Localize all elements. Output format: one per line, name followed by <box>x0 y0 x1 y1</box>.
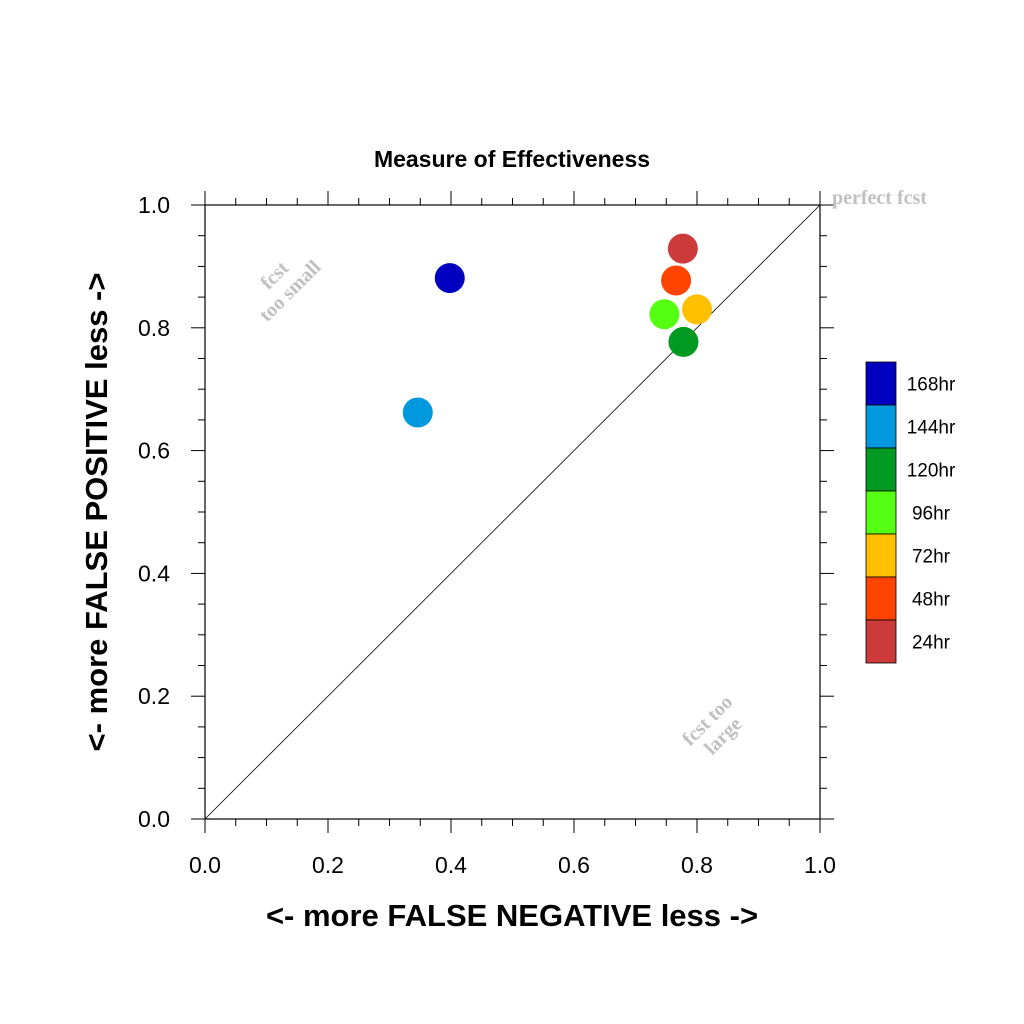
axis-ticks <box>191 191 834 833</box>
legend: 168hr 144hr 120hr 96hr 72hr 48hr 24hr <box>865 361 956 664</box>
legend-swatch-48hr <box>865 576 897 621</box>
y-tick-label: 0.6 <box>138 438 170 464</box>
chart-title: Measure of Effectiveness <box>374 146 650 172</box>
x-tick-label: 0.0 <box>189 852 221 878</box>
x-tick-label: 1.0 <box>804 852 836 878</box>
point-144hr <box>402 397 433 428</box>
perfect-forecast-diagonal <box>204 204 821 820</box>
y-tick-label: 0.8 <box>138 315 170 341</box>
too-small-line2: too small <box>255 256 325 326</box>
x-axis-label: <- more FALSE NEGATIVE less -> <box>266 898 758 933</box>
data-points <box>402 233 712 428</box>
x-tick-label: 0.2 <box>312 852 344 878</box>
y-tick-label: 0.2 <box>138 683 170 709</box>
point-24hr <box>667 233 698 264</box>
y-axis-label: <- more FALSE POSITIVE less -> <box>79 273 114 752</box>
legend-label-144hr: 144hr <box>907 418 956 439</box>
y-tick-label: 0.4 <box>138 560 170 586</box>
legend-swatch-96hr <box>865 490 897 535</box>
point-96hr <box>649 299 680 330</box>
y-tick-label: 0.0 <box>138 806 170 832</box>
legend-label-120hr: 120hr <box>907 461 956 482</box>
point-48hr <box>661 265 692 296</box>
point-120hr <box>668 326 699 357</box>
tick-labels: 0.0 0.2 0.4 0.6 0.8 1.0 0.0 0.2 0.4 0.6 0.8 1.0 <box>138 192 836 878</box>
legend-label-72hr: 72hr <box>912 547 951 568</box>
legend-label-24hr: 24hr <box>912 633 951 654</box>
x-tick-label: 0.8 <box>681 852 713 878</box>
legend-label-168hr: 168hr <box>907 375 956 396</box>
point-168hr <box>434 263 465 294</box>
legend-swatch-24hr <box>865 619 897 664</box>
legend-swatch-120hr <box>865 447 897 492</box>
legend-label-96hr: 96hr <box>912 504 951 525</box>
legend-swatch-144hr <box>865 404 897 449</box>
x-tick-label: 0.4 <box>435 852 467 878</box>
legend-label-48hr: 48hr <box>912 590 951 611</box>
y-tick-label: 1.0 <box>138 192 170 218</box>
too-small-annotation: fcst too small <box>255 256 325 326</box>
perfect-fcst-annotation: perfect fcst <box>832 187 927 209</box>
too-large-annotation: fcst too large <box>678 691 746 759</box>
legend-swatch-72hr <box>865 533 897 578</box>
point-72hr <box>682 294 712 325</box>
legend-swatch-168hr <box>865 361 897 406</box>
x-tick-label: 0.6 <box>558 852 590 878</box>
